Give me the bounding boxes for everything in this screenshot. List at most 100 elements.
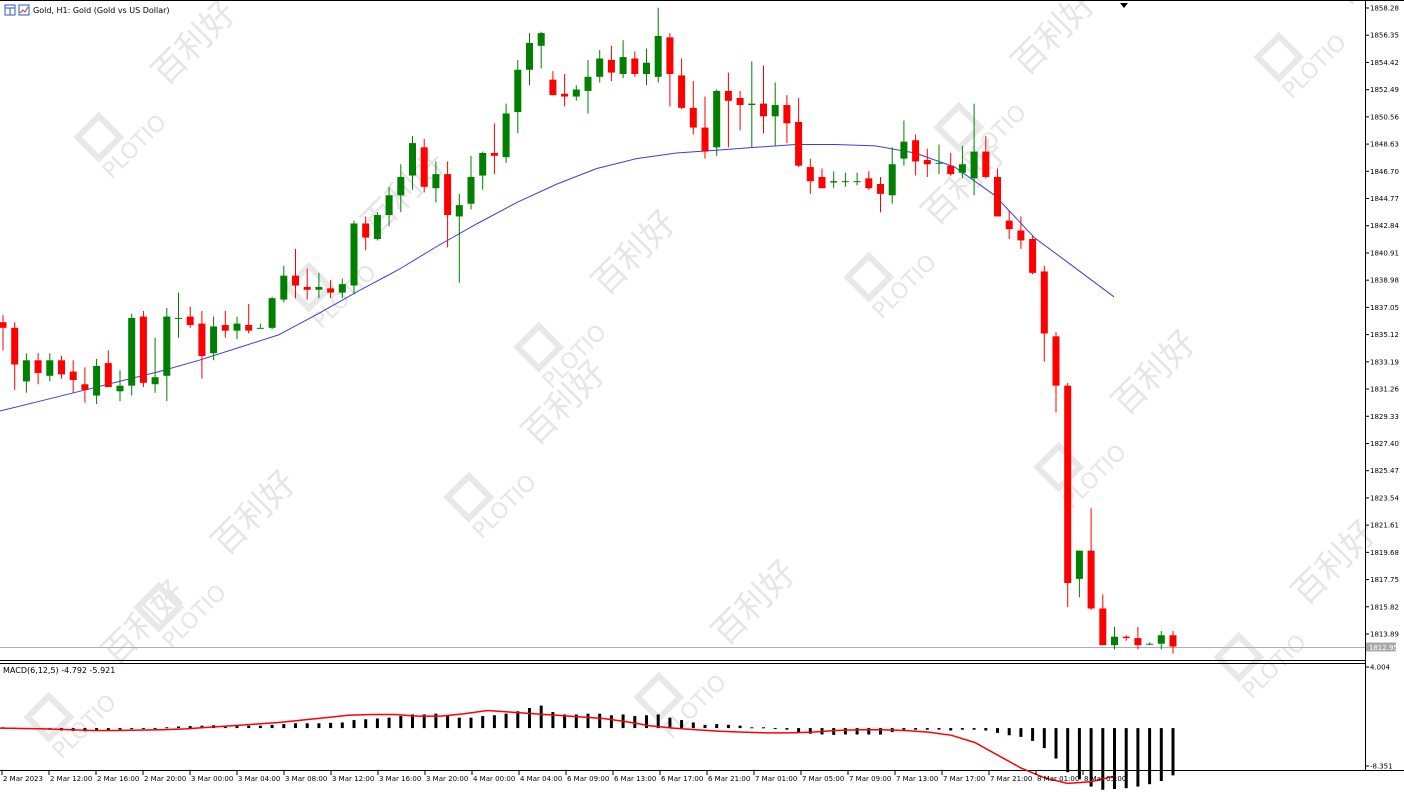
time-tick-label: 3 Mar 20:00: [426, 775, 468, 783]
candle-body: [409, 143, 416, 176]
macd-bar: [375, 718, 379, 729]
price-tick-label: 1848.63: [1370, 141, 1399, 149]
candle: [865, 171, 873, 190]
candle: [1052, 332, 1060, 413]
macd-bar: [656, 714, 660, 729]
macd-bar: [130, 728, 134, 730]
candle-body: [1052, 336, 1060, 386]
macd-bar: [996, 728, 999, 733]
candle-body: [58, 360, 65, 375]
candle: [736, 90, 744, 131]
candle-body: [701, 127, 709, 152]
watermark-cn-text: 百利好: [584, 203, 684, 303]
chart-type-icon[interactable]: [18, 4, 30, 16]
candle-body: [1134, 638, 1142, 646]
candle-body: [561, 93, 569, 97]
time-tick-label: 4 Mar 00:00: [473, 775, 515, 783]
candle: [783, 95, 791, 144]
candle: [198, 310, 206, 379]
price-tick-label: 1835.12: [1370, 331, 1399, 339]
candle: [1064, 382, 1072, 608]
price-tick-label: 1823.54: [1370, 494, 1399, 502]
time-tick-label: 3 Mar 08:00: [285, 775, 327, 783]
candle-body: [1064, 385, 1072, 584]
candle-body: [1017, 230, 1025, 241]
macd-bar: [1171, 728, 1175, 776]
macd-bar: [235, 725, 239, 729]
candle-body: [350, 223, 358, 286]
candle-body: [1146, 643, 1154, 645]
candle: [432, 161, 440, 203]
candle: [841, 172, 849, 187]
candle-body: [1122, 636, 1130, 639]
macd-bar: [481, 716, 485, 729]
macd-bar: [329, 722, 333, 729]
macd-bar: [457, 717, 461, 729]
candle: [572, 85, 580, 101]
macd-bar: [177, 726, 180, 729]
macd-bar: [633, 716, 637, 729]
macd-bar: [984, 728, 988, 731]
price-tick-label: 1815.82: [1370, 603, 1399, 611]
candle-body: [11, 327, 19, 365]
chart-shift-icon[interactable]: [1120, 3, 1128, 8]
time-tick-label: 3 Mar 12:00: [332, 775, 374, 783]
candle: [584, 59, 592, 114]
candle: [22, 353, 30, 393]
candle: [151, 337, 159, 393]
macd-bar: [715, 724, 719, 729]
current-price-label: 1812.95: [1369, 644, 1398, 652]
time-tick-label: 4 Mar 04:00: [520, 775, 562, 783]
macd-bar: [551, 712, 555, 729]
price-tick-label: 1854.42: [1370, 59, 1399, 67]
candle-body: [689, 107, 697, 128]
candle-body: [69, 371, 77, 381]
candle-body: [994, 176, 1001, 217]
candle-body: [584, 76, 592, 91]
candle: [1075, 550, 1083, 598]
candle-body: [46, 360, 54, 376]
candle-body: [362, 223, 370, 238]
candle: [526, 33, 533, 86]
macd-bar: [1042, 728, 1046, 749]
price-tick-label: 1817.75: [1370, 576, 1399, 584]
macd-bar: [738, 725, 742, 729]
candle: [256, 323, 264, 329]
macd-bar: [879, 728, 882, 735]
price-tick-label: 1852.49: [1370, 86, 1399, 94]
macd-bar: [762, 727, 765, 729]
macd-bar: [750, 727, 754, 729]
macd-bar: [434, 713, 438, 729]
candle-body: [572, 89, 580, 97]
price-tick-label: 1858.28: [1370, 5, 1399, 13]
candle: [958, 145, 966, 179]
candle-body: [806, 167, 814, 182]
macd-bar: [516, 711, 520, 729]
chart-header: Gold, H1: Gold (Gold vs US Dollar) MACD(…: [3, 3, 1128, 675]
macd-signal-line: [0, 709, 1115, 785]
price-tick-label: 1833.19: [1370, 358, 1399, 366]
macd-signal-layer: [0, 709, 1115, 785]
macd-bar: [106, 728, 110, 731]
macd-bar: [808, 728, 812, 734]
time-tick-label: 2 Mar 2023: [3, 775, 43, 783]
price-tick-label: 1825.47: [1370, 467, 1399, 475]
macd-bar: [949, 728, 953, 731]
moving-average-line: [0, 144, 1115, 412]
macd-bar: [364, 719, 368, 729]
candle-body: [397, 176, 405, 196]
candle-body: [643, 62, 650, 74]
candle-body: [771, 105, 779, 117]
candle: [139, 310, 147, 388]
candle-body: [1075, 550, 1083, 579]
macd-bar: [1007, 728, 1011, 736]
candle: [561, 73, 569, 107]
macd-bar: [972, 728, 976, 730]
candle: [795, 97, 803, 168]
candle: [514, 59, 522, 134]
macd-bar: [925, 728, 929, 730]
chart-window-icon[interactable]: [4, 4, 16, 16]
